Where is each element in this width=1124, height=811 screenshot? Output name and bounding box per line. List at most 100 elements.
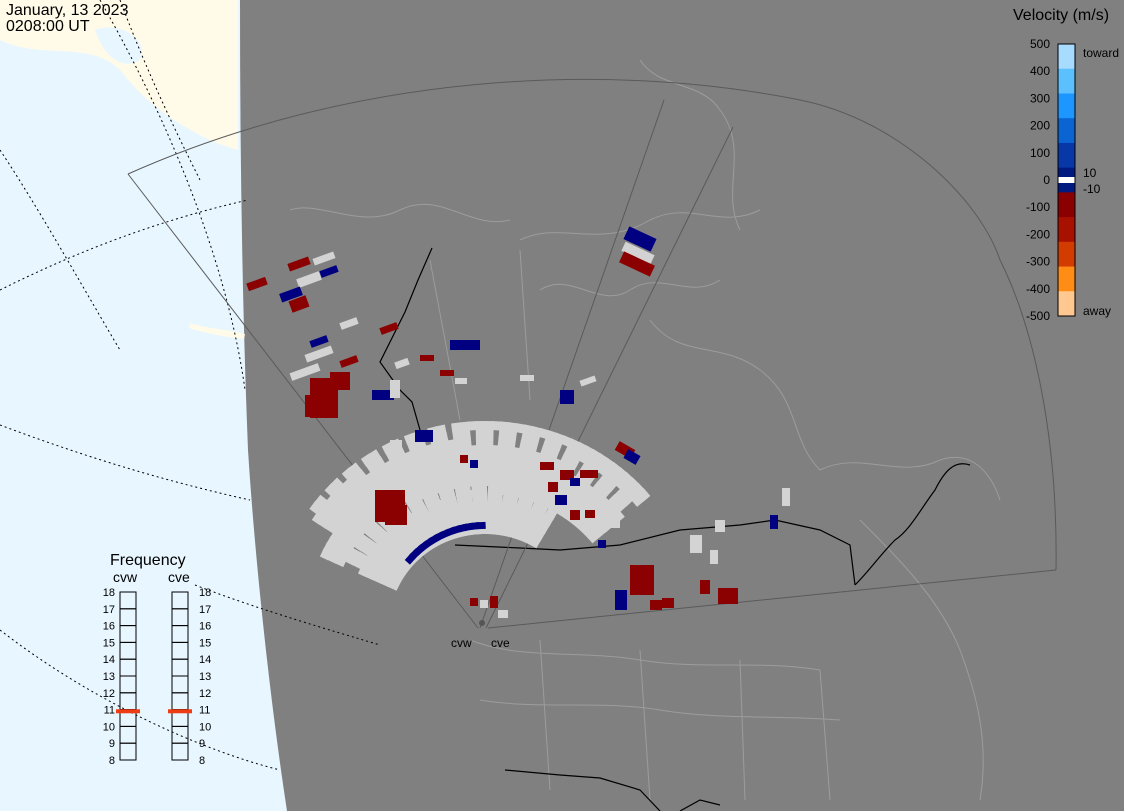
colorbar-ticks: 500 400 300 200 100 0 -100 -200 -300 -400 -500 — [1026, 37, 1050, 323]
echo-cell — [296, 271, 322, 288]
echo-cell — [585, 529, 600, 544]
frequency-tick-label: 16 — [103, 621, 115, 633]
echo-cell — [650, 600, 662, 610]
echo-cell — [483, 420, 494, 431]
echo-cell — [330, 372, 350, 390]
echo-cell — [394, 357, 410, 370]
colorbar-tick-label: 100 — [1030, 146, 1050, 160]
echo-cell — [585, 510, 595, 518]
colorbar — [1058, 44, 1075, 317]
frequency-tick-label: 15 — [103, 637, 115, 649]
frequency-tick-label: 17 — [199, 604, 211, 616]
time-label: 0208:00 UT — [6, 18, 90, 35]
echo-cell — [782, 488, 790, 506]
echo-cell — [526, 441, 539, 453]
echo-cell — [597, 484, 612, 499]
frequency-tick-label: 15 — [199, 637, 211, 649]
echo-cell — [470, 598, 478, 606]
echo-cell — [610, 520, 620, 528]
echo-cell — [467, 421, 478, 431]
colorbar-segment — [1058, 68, 1075, 94]
echo-cell — [477, 492, 488, 503]
echo-cell — [288, 295, 310, 313]
echo-cell — [420, 355, 434, 361]
echo-cell — [630, 565, 654, 595]
echo-cell — [390, 380, 400, 398]
legend-title: Velocity (m/s) — [1013, 7, 1109, 24]
frequency-cell — [119, 742, 137, 761]
neg-threshold-label: -10 — [1083, 182, 1101, 196]
colorbar-tick-label: -500 — [1026, 309, 1050, 323]
echo-cell — [623, 226, 657, 252]
echo-cell — [435, 424, 447, 436]
echo-cell — [548, 482, 558, 492]
echo-cell — [528, 433, 541, 445]
colorbar-tick-label: 400 — [1030, 64, 1050, 78]
echo-cell — [455, 378, 467, 384]
colorbar-tick-label: -100 — [1026, 200, 1050, 214]
echo-cell — [445, 495, 458, 508]
colorbar-segment — [1058, 241, 1075, 268]
echo-cell — [480, 600, 488, 608]
frequency-tick-label: 11 — [104, 705, 115, 717]
echo-cell — [505, 502, 517, 514]
echo-cell — [379, 322, 399, 335]
echo-cell — [710, 550, 718, 564]
velocity-echoes — [246, 226, 790, 618]
echo-cell — [385, 505, 407, 525]
aleutian-islands — [189, 323, 245, 339]
echo-cell — [460, 437, 472, 448]
echo-cell — [356, 533, 371, 548]
echo-cell — [309, 335, 329, 348]
echo-cell — [491, 421, 502, 431]
echo-cell — [498, 610, 508, 618]
echo-cell — [353, 468, 367, 482]
frequency-tick-label: 8 — [199, 755, 205, 767]
echo-cell — [690, 535, 702, 553]
frequency-tick-label: 11 — [199, 705, 210, 717]
echo-cell — [438, 500, 448, 508]
echo-cell — [246, 276, 268, 292]
echo-cell — [279, 286, 303, 303]
echo-cell — [615, 590, 627, 610]
frequency-tick-label: 18 — [199, 587, 211, 599]
echo-cell — [499, 421, 511, 432]
echo-cell — [613, 498, 627, 513]
velocity-legend: Velocity (m/s) 500 400 300 200 100 0 -100 -200 -… — [1013, 7, 1119, 323]
frequency-marker — [168, 709, 192, 714]
echo-cell — [459, 421, 471, 432]
colorbar-segment — [1058, 291, 1075, 317]
frequency-tick-label: 16 — [199, 621, 211, 633]
echo-cell — [619, 251, 655, 277]
echo-cell — [347, 462, 362, 476]
echo-cell — [623, 449, 641, 465]
echo-cell — [579, 375, 597, 387]
colorbar-tick-label: 500 — [1030, 37, 1050, 51]
echo-cell — [590, 470, 598, 478]
echo-cell — [314, 494, 328, 509]
colorbar-segment — [1058, 266, 1075, 292]
colorbar-segment — [1058, 44, 1075, 70]
frequency-column-cvw: cvw — [113, 569, 138, 585]
frequency-tick-label: 18 — [103, 587, 115, 599]
echo-cell — [475, 428, 486, 439]
echo-cell — [289, 363, 321, 381]
colorbar-tick-label: -200 — [1026, 227, 1050, 241]
echo-cell — [319, 265, 339, 278]
echo-cell — [715, 520, 725, 532]
colorbar-tick-label: -400 — [1026, 282, 1050, 296]
echo-cell — [483, 428, 494, 439]
echo-cell — [400, 468, 414, 474]
echo-cell — [460, 490, 472, 498]
frequency-tick-label: 10 — [103, 721, 115, 733]
coastlines — [289, 59, 1001, 801]
echo-cell — [410, 478, 422, 484]
borders — [379, 247, 971, 811]
echo-cell — [440, 370, 454, 376]
echo-cell — [483, 436, 494, 447]
toward-label: toward — [1083, 46, 1119, 60]
lat-lon-grid — [0, 0, 381, 771]
echo-cell — [367, 520, 382, 535]
colorbar-tick-label: 0 — [1043, 173, 1050, 187]
